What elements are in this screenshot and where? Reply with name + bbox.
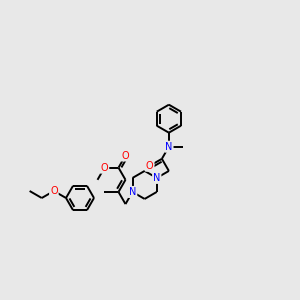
Text: N: N — [153, 173, 160, 183]
Text: N: N — [129, 187, 136, 197]
Text: O: O — [122, 151, 129, 160]
Text: N: N — [129, 187, 136, 197]
Text: O: O — [50, 186, 58, 196]
Text: O: O — [146, 161, 154, 171]
Text: N: N — [165, 142, 172, 152]
Text: O: O — [101, 163, 108, 173]
